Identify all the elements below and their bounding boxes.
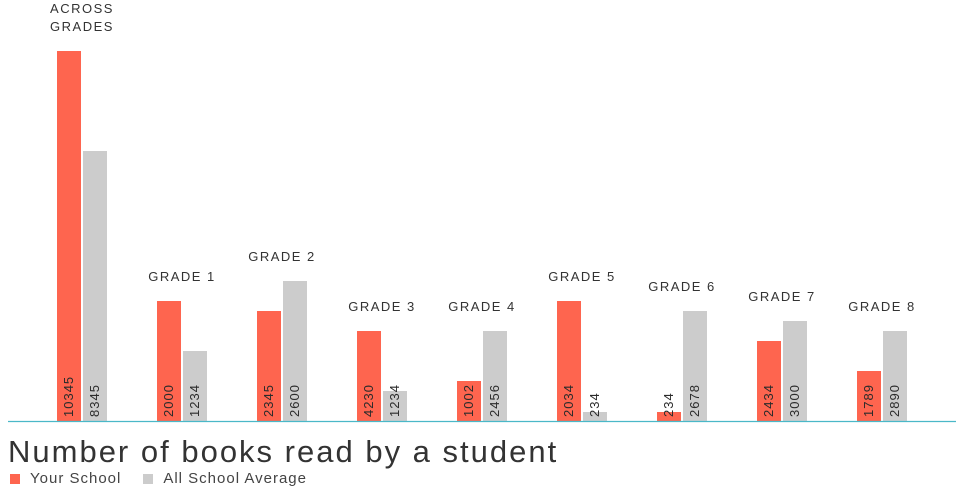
bar-chart: 10345 2000 2345 4230 1002 2034 234 2434 1789 8345… xyxy=(8,1,956,423)
bar-your-school-7 xyxy=(757,341,781,421)
category-label-grade-4: GRADE 4 xyxy=(448,299,516,314)
data-label-all-school-average-7: 3000 xyxy=(787,384,802,417)
data-label-your-school-3: 4230 xyxy=(361,384,376,417)
bar-your-school-6 xyxy=(657,412,681,421)
data-label-all-school-average-4: 2456 xyxy=(487,384,502,417)
bar-all-school-average-6 xyxy=(683,311,707,421)
category-label-grade-3: GRADE 3 xyxy=(348,299,416,314)
legend-swatch-your-school xyxy=(10,473,20,484)
data-label-your-school-5: 2034 xyxy=(561,384,576,417)
data-label-all-school-average-1: 1234 xyxy=(187,384,202,417)
data-label-your-school-4: 1002 xyxy=(461,384,476,417)
data-label-your-school-2: 2345 xyxy=(261,384,276,417)
legend-label-all-school-average: All School Average xyxy=(163,470,307,487)
bar-your-school-3 xyxy=(357,331,381,421)
bar-all-school-average-1 xyxy=(183,351,207,421)
legend-item-all-school-average: All School Average xyxy=(143,470,307,487)
bar-all-school-average-5 xyxy=(583,412,607,421)
bar-your-school-2 xyxy=(257,311,281,421)
category-label-across-grades: ACROSS GRADES xyxy=(50,1,114,34)
legend-item-your-school: Your School xyxy=(10,470,121,487)
data-label-your-school-1: 2000 xyxy=(161,384,176,417)
category-label-grade-2: GRADE 2 xyxy=(248,249,316,264)
bar-all-school-average-2 xyxy=(283,281,307,421)
bar-your-school-5 xyxy=(557,301,581,421)
bar-all-school-average-0 xyxy=(83,151,107,421)
chart-title: Number of books read by a student xyxy=(8,434,559,469)
bar-all-school-average-8 xyxy=(883,331,907,421)
category-label-grade-6: GRADE 6 xyxy=(648,279,716,294)
bar-your-school-1 xyxy=(157,301,181,421)
bar-your-school-8 xyxy=(857,371,881,421)
category-label-grade-1: GRADE 1 xyxy=(148,269,216,284)
data-label-all-school-average-5: 234 xyxy=(587,392,602,417)
legend-swatch-all-school-average xyxy=(143,473,154,484)
data-label-your-school-8: 1789 xyxy=(861,384,876,417)
legend-label-your-school: Your School xyxy=(30,470,122,487)
category-label-grade-8: GRADE 8 xyxy=(848,299,916,314)
bar-your-school-4 xyxy=(457,381,481,421)
bar-your-school-0 xyxy=(57,51,81,421)
category-label-grade-5: GRADE 5 xyxy=(548,269,616,284)
data-label-your-school-6: 234 xyxy=(661,392,676,417)
data-label-all-school-average-8: 2890 xyxy=(887,384,902,417)
data-label-all-school-average-2: 2600 xyxy=(287,384,302,417)
data-label-all-school-average-6: 2678 xyxy=(687,384,702,417)
bar-all-school-average-7 xyxy=(783,321,807,421)
data-label-all-school-average-3: 1234 xyxy=(387,384,402,417)
data-label-all-school-average-0: 8345 xyxy=(87,384,102,417)
data-label-your-school-7: 2434 xyxy=(761,384,776,417)
bar-all-school-average-4 xyxy=(483,331,507,421)
data-label-your-school-0: 10345 xyxy=(61,376,76,417)
category-label-grade-7: GRADE 7 xyxy=(748,289,816,304)
bar-all-school-average-3 xyxy=(383,391,407,421)
legend: Your School All School Average xyxy=(10,470,307,487)
